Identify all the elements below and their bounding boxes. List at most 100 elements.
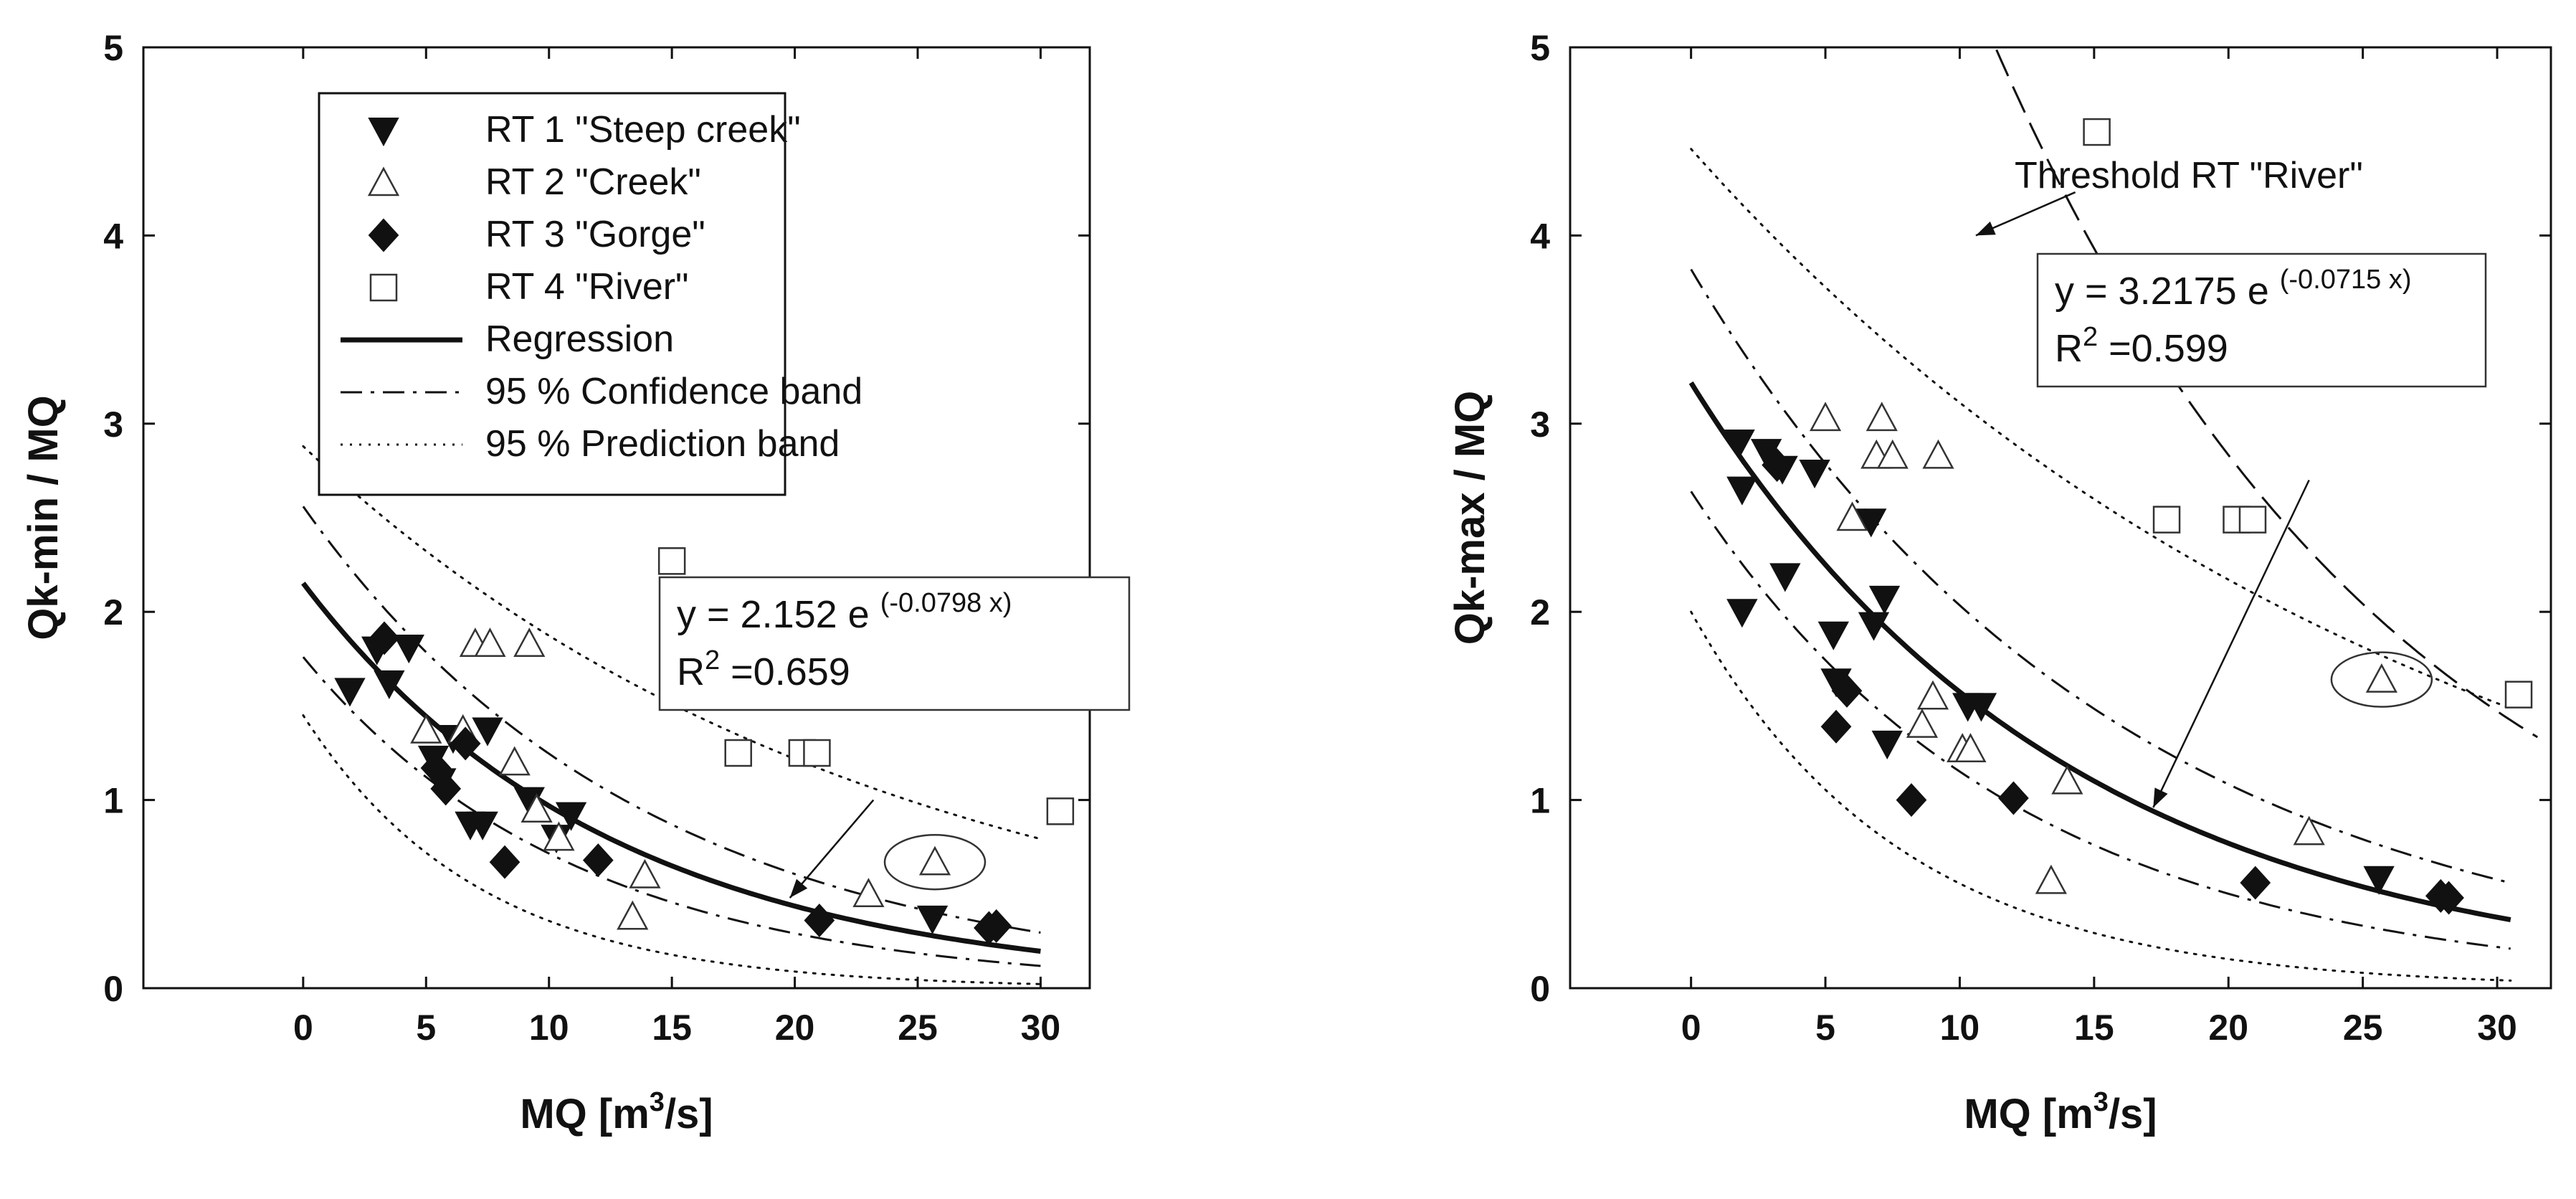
- y-axis-title: Qk-max / MQ: [1447, 391, 1493, 645]
- x-axis-title-suffix: /s]: [2109, 1091, 2157, 1137]
- x-tick-label: 20: [2208, 1008, 2248, 1048]
- data-point-triangle-up-open: [1916, 680, 1949, 710]
- data-point-diamond-filled: [450, 726, 481, 761]
- data-point-triangle-down-filled: [2363, 866, 2395, 895]
- data-point-triangle-down-filled: [1965, 693, 1997, 722]
- threshold-curve: [1994, 47, 2539, 739]
- data-point-triangle-up-open: [1906, 708, 1939, 738]
- legend-label-rt2: RT 2 "Creek": [485, 161, 701, 203]
- data-point-square-open: [724, 739, 752, 767]
- data-point-triangle-up-open: [498, 746, 531, 776]
- legend-label-reg: Regression: [485, 318, 674, 360]
- data-point-triangle-up-open: [410, 714, 442, 744]
- prediction-band-upper: [1690, 148, 2512, 710]
- legend-symbol-rt2: [367, 166, 400, 196]
- data-point-triangle-down-filled: [916, 905, 949, 935]
- legend: RT 1 "Steep creek" RT 2 "Creek" RT 3 "Gorg…: [318, 92, 862, 496]
- data-point-triangle-up-open: [617, 900, 649, 930]
- x-tick-label: 20: [775, 1008, 815, 1048]
- data-point-triangle-down-filled: [1817, 621, 1849, 650]
- data-point-triangle-down-filled: [1724, 430, 1755, 459]
- x-axis-title-sup: 3: [2093, 1087, 2109, 1117]
- data-point-triangle-up-open: [474, 627, 506, 658]
- data-point-triangle-up-open: [918, 845, 951, 876]
- data-point-diamond-filled: [1820, 709, 1852, 744]
- x-tick-label: 25: [2343, 1008, 2383, 1048]
- data-point-triangle-down-filled: [1769, 563, 1801, 592]
- r-squared-sup: 2: [705, 645, 720, 676]
- x-axis-title-sup: 3: [650, 1087, 665, 1117]
- equation-text: y = 2.152 e (-0.0798 x): [677, 588, 1012, 636]
- y-tick-label: 3: [1530, 404, 1550, 445]
- legend-label-rt3: RT 3 "Gorge": [485, 214, 705, 255]
- equation-text: y = 3.2175 e (-0.0715 x): [2055, 265, 2412, 313]
- data-point-square-open: [2238, 506, 2267, 534]
- data-point-diamond-filled: [2240, 866, 2271, 900]
- confidence-band-upper: [302, 506, 1041, 934]
- data-point-triangle-up-open: [1922, 439, 1954, 469]
- data-points: [1724, 118, 2533, 915]
- y-tick-label: 1: [1530, 781, 1550, 821]
- x-tick-label: 0: [1681, 1008, 1701, 1048]
- data-point-triangle-down-filled: [1726, 599, 1758, 628]
- r-squared-value: =0.599: [2098, 327, 2228, 370]
- curves: [1688, 47, 2539, 982]
- r-squared-text: R2 =0.659: [677, 645, 850, 693]
- legend-label-rt1: RT 1 "Steep creek": [485, 109, 801, 151]
- plot-frame: [142, 46, 1091, 990]
- legend-symbol-rt4: [369, 273, 398, 302]
- data-point-square-open: [657, 547, 686, 575]
- data-point-triangle-down-filled: [467, 811, 498, 840]
- x-axis-title-suffix: /s]: [665, 1091, 713, 1137]
- r-squared-text: R2 =0.599: [2055, 322, 2228, 370]
- threshold-label: Threshold RT "River": [2015, 155, 2363, 196]
- highlight-ellipse: [2330, 651, 2433, 708]
- legend-label-pred: 95 % Prediction band: [485, 423, 840, 465]
- data-point-triangle-down-filled: [472, 717, 503, 747]
- x-tick-label: 30: [1021, 1008, 1061, 1048]
- x-axis-title: MQ [m3/s]: [1964, 1087, 2157, 1137]
- r-squared-value: =0.659: [720, 650, 850, 693]
- x-axis-title-main: MQ [m: [1964, 1091, 2093, 1137]
- x-tick-label: 30: [2477, 1008, 2517, 1048]
- data-point-triangle-down-filled: [1858, 612, 1890, 641]
- x-tick-label: 5: [416, 1008, 436, 1048]
- data-point-triangle-down-filled: [393, 635, 424, 664]
- data-point-diamond-filled: [804, 904, 835, 938]
- y-tick-label: 0: [103, 969, 123, 1009]
- r-squared-sup: 2: [2083, 322, 2098, 352]
- data-point-diamond-filled: [1998, 781, 2029, 815]
- equation-box: [658, 576, 1131, 711]
- x-tick-label: 5: [1815, 1008, 1835, 1048]
- data-point-diamond-filled: [430, 772, 462, 806]
- x-axis-title-main: MQ [m: [520, 1091, 649, 1137]
- x-tick-label: 15: [652, 1008, 692, 1048]
- data-point-triangle-down-filled: [334, 678, 366, 707]
- highlight-ellipse: [883, 833, 987, 891]
- equation-arrow-head: [2153, 787, 2168, 808]
- equation-arrow: [789, 799, 875, 899]
- legend-label-conf: 95 % Confidence band: [485, 371, 862, 412]
- data-point-square-open: [803, 739, 831, 767]
- data-point-triangle-up-open: [2051, 764, 2083, 795]
- prediction-band-lower: [302, 714, 1042, 985]
- y-axis-title: Qk-min / MQ: [20, 395, 67, 640]
- data-point-diamond-filled: [1762, 448, 1792, 483]
- y-tick-label: 5: [1530, 28, 1550, 68]
- regression-line: [1688, 381, 2511, 923]
- data-point-square-open: [2083, 118, 2111, 146]
- data-point-triangle-up-open: [2293, 815, 2325, 845]
- x-tick-label: 10: [529, 1008, 569, 1048]
- data-point-triangle-up-open: [1876, 439, 1909, 469]
- x-axis-title: MQ [m3/s]: [520, 1087, 713, 1137]
- data-point-diamond-filled: [981, 909, 1012, 943]
- y-tick-label: 5: [103, 28, 123, 68]
- equation-exponent: (-0.0715 x): [2280, 265, 2412, 295]
- y-tick-label: 3: [103, 404, 123, 445]
- data-point-triangle-down-filled: [1799, 460, 1830, 489]
- data-point-triangle-up-open: [2035, 864, 2067, 894]
- threshold-arrow-head: [1975, 221, 1996, 236]
